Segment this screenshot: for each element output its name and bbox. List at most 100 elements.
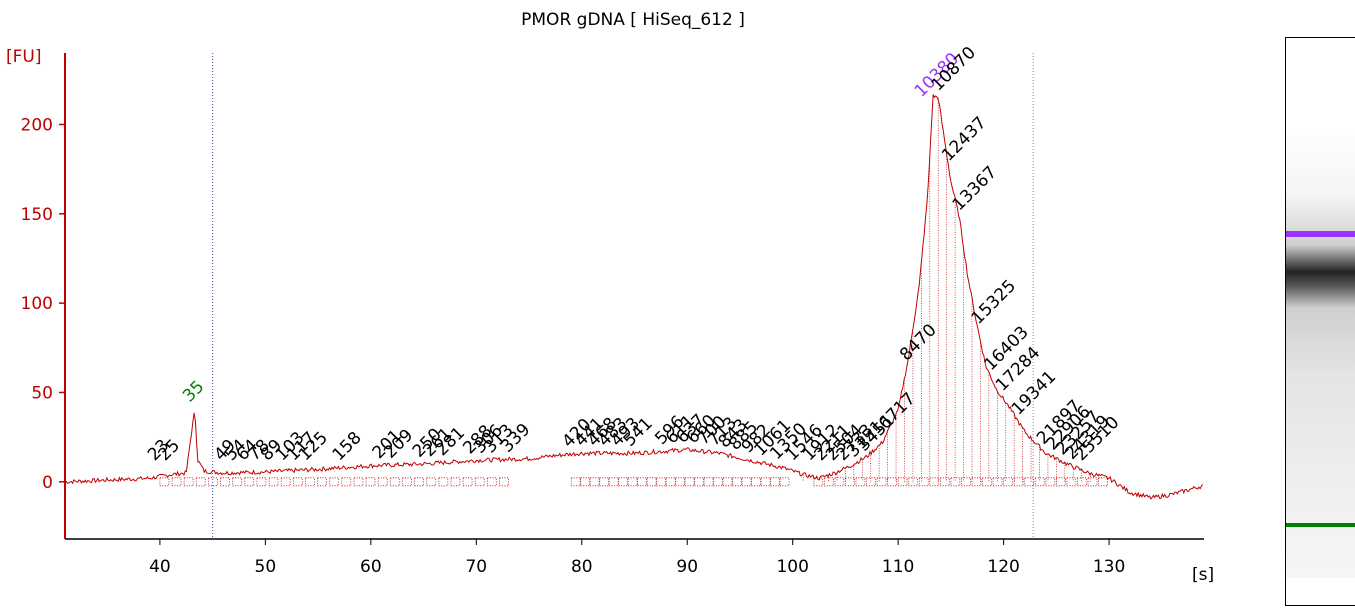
integration-box xyxy=(570,477,581,487)
integration-box xyxy=(732,477,742,487)
axes xyxy=(64,53,1204,540)
integration-box xyxy=(280,477,291,487)
integration-box xyxy=(770,477,780,487)
integration-box xyxy=(961,477,971,487)
integration-box xyxy=(918,477,929,487)
integration-box xyxy=(992,477,1003,487)
x-tick-label: 60 xyxy=(360,557,382,577)
integration-box xyxy=(450,477,461,487)
y-axis-unit-label: [FU] xyxy=(6,47,42,67)
integration-box xyxy=(929,477,940,487)
chart-title: PMOR gDNA [ HiSeq_612 ] xyxy=(521,10,745,30)
integration-box xyxy=(1077,477,1087,487)
integration-box xyxy=(866,477,876,487)
peak-label: 12437 xyxy=(938,113,990,165)
peak-integration-boxes xyxy=(159,97,1108,487)
lower-marker-label: 35 xyxy=(179,377,208,406)
integration-box xyxy=(741,477,752,487)
y-tick-label: 150 xyxy=(21,205,53,225)
integration-box xyxy=(1003,477,1013,487)
integration-box xyxy=(414,477,424,487)
trace-line-group xyxy=(64,94,1204,500)
y-tick-label: 100 xyxy=(21,294,53,314)
integration-box xyxy=(751,477,761,487)
integration-box xyxy=(474,477,485,487)
integration-box xyxy=(627,477,638,487)
integration-box xyxy=(760,477,771,487)
gel-lane-image xyxy=(1285,37,1355,606)
x-tick-label: 90 xyxy=(676,557,698,577)
integration-box xyxy=(426,477,437,487)
integration-box xyxy=(971,477,982,487)
integration-box xyxy=(855,477,866,487)
y-tick-label: 50 xyxy=(31,383,53,403)
integration-box xyxy=(580,477,591,487)
integration-box xyxy=(208,477,218,487)
integration-box xyxy=(656,477,667,487)
integration-box xyxy=(950,477,961,487)
integration-box xyxy=(462,477,473,487)
integration-box xyxy=(694,477,704,487)
integration-box xyxy=(220,477,230,487)
integration-box xyxy=(823,477,834,487)
integration-box xyxy=(159,477,170,487)
peak-label: 15325 xyxy=(968,276,1020,328)
y-tick-label: 0 xyxy=(42,473,53,493)
integration-box xyxy=(982,477,992,487)
integration-box xyxy=(438,477,449,487)
gel-upper-marker-band xyxy=(1286,231,1355,237)
integration-box xyxy=(195,477,206,487)
integration-box xyxy=(675,477,685,487)
integration-box xyxy=(599,477,610,487)
integration-box xyxy=(317,477,327,487)
integration-box xyxy=(353,477,364,487)
marker-lines xyxy=(212,53,1034,539)
integration-box xyxy=(1034,477,1045,487)
x-axis-unit-label: [s] xyxy=(1192,565,1214,585)
integration-box xyxy=(589,477,600,487)
y-tick-label: 200 xyxy=(21,115,53,135)
integration-box xyxy=(1055,477,1066,487)
integration-box xyxy=(1087,477,1098,487)
integration-box xyxy=(377,477,388,487)
integration-box xyxy=(887,477,897,487)
integration-box xyxy=(268,477,279,487)
integration-box xyxy=(183,477,194,487)
integration-box xyxy=(499,477,509,487)
integration-box xyxy=(908,477,919,487)
integration-box xyxy=(171,477,182,487)
integration-box xyxy=(608,477,619,487)
integration-box xyxy=(646,477,657,487)
x-tick-label: 40 xyxy=(149,557,171,577)
integration-box xyxy=(1045,477,1056,487)
x-tick-label: 70 xyxy=(465,557,487,577)
integration-box xyxy=(834,477,845,487)
integration-box xyxy=(684,477,695,487)
integration-box xyxy=(618,477,629,487)
gel-lane-band xyxy=(1286,128,1355,578)
integration-box xyxy=(256,477,267,487)
integration-box xyxy=(722,477,733,487)
integration-box xyxy=(637,477,648,487)
trace-line xyxy=(64,94,1204,500)
integration-box xyxy=(665,477,676,487)
integration-box xyxy=(292,477,303,487)
integration-box xyxy=(1024,477,1035,487)
integration-box xyxy=(365,477,376,487)
integration-box xyxy=(1066,477,1077,487)
integration-box xyxy=(897,477,908,487)
integration-box xyxy=(713,477,723,487)
integration-box xyxy=(845,477,855,487)
x-tick-label: 110 xyxy=(882,557,914,577)
integration-box xyxy=(1013,477,1024,487)
integration-box xyxy=(486,477,497,487)
x-tick-label: 130 xyxy=(1093,557,1125,577)
integration-box xyxy=(329,477,340,487)
integration-box xyxy=(703,477,714,487)
gel-lower-marker-band xyxy=(1286,523,1355,527)
integration-box xyxy=(389,477,400,487)
peak-label: 8470 xyxy=(896,320,941,365)
x-tick-label: 80 xyxy=(571,557,593,577)
